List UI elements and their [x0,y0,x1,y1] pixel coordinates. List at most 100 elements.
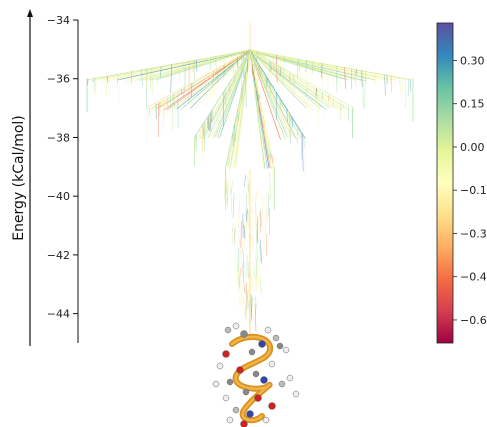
tree-leaf [255,296,257,309]
tree-leaf [208,113,211,131]
y-tick-label: −40 [47,190,70,203]
tree-leaf [216,56,218,74]
tree-branch [249,49,354,108]
atom [264,326,272,334]
tree-leaf [255,256,258,281]
tree-leaf [234,236,237,258]
tree-leaf [339,101,342,120]
tree-leaf [297,58,299,78]
tree-leaf [316,62,318,77]
tree-leaf [282,55,284,72]
tree-leaf [243,224,246,239]
tree-leaf [262,116,265,131]
tree-leaf [240,90,242,98]
atom [232,406,240,414]
tree-leaf [253,259,256,284]
tree-leaf [225,196,228,207]
tree-leaf [330,97,333,113]
atom [226,378,234,386]
tree-leaf [232,132,234,147]
tree-leaf [364,70,366,110]
tree-leaf [251,57,253,74]
tree-leaf [125,72,127,84]
tree-leaf [148,107,151,116]
tree-leaf [194,137,197,155]
tree-leaf [355,69,358,75]
tree-leaf [315,87,317,104]
colorbar [436,22,454,344]
tree-leaf [116,73,118,90]
tree-branch [156,50,251,109]
tree-leaf [151,105,154,112]
disconnectivity-tree [86,22,414,338]
atom [232,322,240,330]
colorbar-tick-label: −0.60 [460,314,487,327]
tree-leaf [340,102,342,112]
tree-leaf [173,93,175,108]
tree-leaf [259,247,262,262]
tree-leaf [223,91,225,127]
colorbar-tick-label: −0.30 [460,227,487,240]
tree-leaf [268,60,271,73]
tree-leaf [354,68,356,86]
tree-leaf [313,86,315,95]
tree-branch [249,50,288,137]
tree-leaf [301,131,303,139]
tree-leaf [273,63,275,69]
tree-leaf [215,56,217,66]
tree-leaf [311,61,314,75]
colorbar-tick-label: 0.15 [460,98,485,111]
tree-leaf [263,241,266,259]
tree-leaf [244,174,246,188]
tree-leaf [238,250,240,280]
tree-leaf [292,75,295,103]
tree-leaf [247,57,249,63]
tree-branch [86,50,251,81]
tree-leaf [254,76,256,93]
tree-leaf [282,69,284,86]
tree-leaf [253,302,256,320]
atom [260,376,268,384]
atom [268,360,276,368]
tree-leaf [239,268,241,288]
tree-leaf [248,309,250,317]
tree-leaf [277,66,279,83]
tree-leaf [184,61,187,67]
tree-leaf [162,99,164,129]
tree-leaf [191,83,194,88]
tree-branch [249,49,306,140]
atom [224,326,232,334]
atom [248,348,256,356]
tree-leaf [281,101,284,110]
atom [216,362,224,370]
tree-leaf [271,62,273,81]
tree-leaf [237,104,239,114]
tree-leaf [297,126,299,144]
tree-leaf [242,84,244,92]
tree-leaf [105,75,108,97]
tree-branch [249,50,314,111]
tree-leaf [94,78,96,93]
tree-leaf [260,239,263,264]
tree-leaf [239,238,242,256]
tree-leaf [108,75,110,95]
atom [254,394,262,402]
tree-leaf [248,209,250,228]
tree-branch [249,50,311,109]
tree-leaf [226,85,229,96]
colorbar-tick-label: 0.00 [460,141,485,154]
tree-leaf [195,136,197,151]
y-tick-label: −34 [47,14,70,27]
tree-branch [249,50,275,169]
atom [276,342,284,350]
atom [242,388,250,396]
atom [258,340,266,348]
tree-leaf [260,210,262,226]
tree-leaf [256,257,259,284]
tree-leaf [402,77,404,93]
tree-leaf [141,69,143,86]
tree-leaf [332,65,335,79]
tree-leaf [236,57,239,68]
tree-leaf [207,117,209,129]
tree-leaf [243,220,246,250]
